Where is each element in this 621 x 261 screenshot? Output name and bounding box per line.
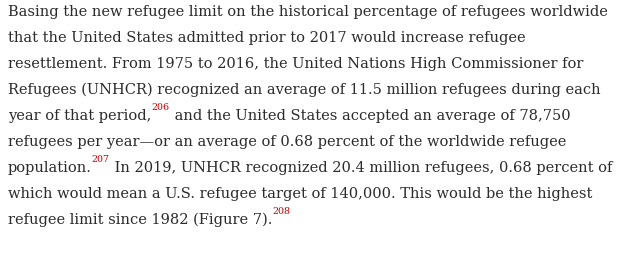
Text: year of that period,: year of that period, [8,109,152,123]
Text: population.: population. [8,161,92,175]
Text: refugee limit since 1982 (Figure 7).: refugee limit since 1982 (Figure 7). [8,212,273,227]
Text: In 2019, UNHCR recognized 20.4 million refugees, 0.68 percent of: In 2019, UNHCR recognized 20.4 million r… [110,161,612,175]
Text: 207: 207 [92,155,110,164]
Text: resettlement. From 1975 to 2016, the United Nations High Commissioner for: resettlement. From 1975 to 2016, the Uni… [8,57,583,71]
Text: 208: 208 [273,207,291,216]
Text: that the United States admitted prior to 2017 would increase refugee: that the United States admitted prior to… [8,31,525,45]
Text: Refugees (UNHCR) recognized an average of 11.5 million refugees during each: Refugees (UNHCR) recognized an average o… [8,82,601,97]
Text: refugees per year—or an average of 0.68 percent of the worldwide refugee: refugees per year—or an average of 0.68 … [8,135,566,149]
Text: 206: 206 [152,103,170,112]
Text: Basing the new refugee limit on the historical percentage of refugees worldwide: Basing the new refugee limit on the hist… [8,5,608,19]
Text: and the United States accepted an average of 78,750: and the United States accepted an averag… [170,109,570,123]
Text: which would mean a U.S. refugee target of 140,000. This would be the highest: which would mean a U.S. refugee target o… [8,187,592,201]
